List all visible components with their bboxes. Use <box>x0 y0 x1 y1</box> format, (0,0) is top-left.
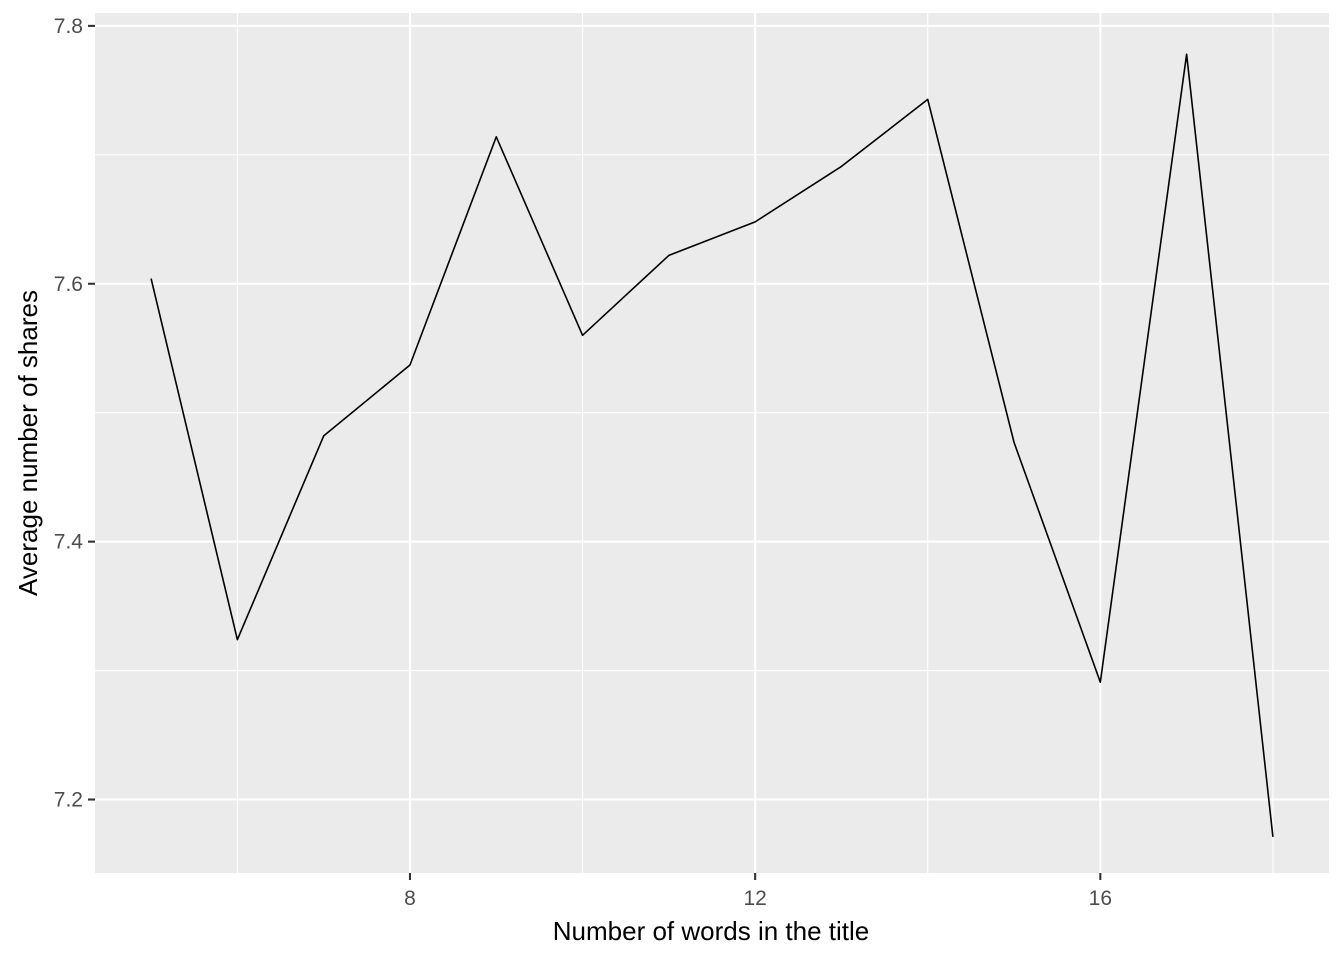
minor-gridlines <box>95 13 1329 873</box>
x-axis: 8 12 16 <box>404 873 1112 910</box>
plot-panel <box>95 13 1329 873</box>
y-tick-label: 7.6 <box>54 273 83 296</box>
x-tick-label: 8 <box>404 887 416 910</box>
y-tick-label: 7.8 <box>54 15 83 38</box>
y-axis-title: Average number of shares <box>13 290 43 596</box>
y-tick-label: 7.2 <box>54 789 83 812</box>
major-gridlines <box>95 13 1329 873</box>
x-axis-title: Number of words in the title <box>553 916 869 946</box>
series-line <box>150 53 1274 837</box>
y-axis: 7.2 7.4 7.6 7.8 <box>54 15 95 812</box>
y-tick-label: 7.4 <box>54 531 84 554</box>
series-layer <box>150 53 1274 837</box>
x-tick-label: 16 <box>1089 887 1112 910</box>
x-tick-label: 12 <box>743 887 766 910</box>
